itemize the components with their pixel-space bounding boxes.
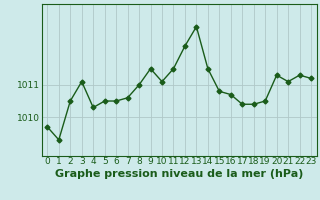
X-axis label: Graphe pression niveau de la mer (hPa): Graphe pression niveau de la mer (hPa) xyxy=(55,169,303,179)
